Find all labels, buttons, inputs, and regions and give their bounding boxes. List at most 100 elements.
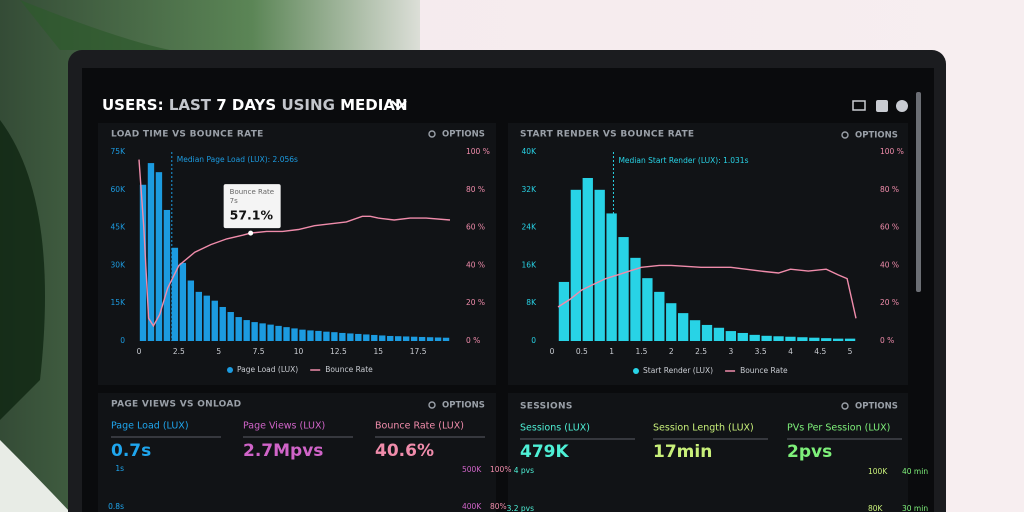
histogram-bar — [395, 336, 402, 341]
tooltip — [223, 184, 281, 229]
options-button[interactable]: OPTIONS — [442, 130, 485, 140]
histogram-bar — [618, 237, 629, 341]
options-icon[interactable] — [428, 130, 436, 138]
histogram-bar — [821, 338, 832, 341]
x-tick-label: 0 — [550, 347, 555, 356]
legend-label: Page Load (LUX) — [237, 365, 298, 374]
dropdown-chevron[interactable] — [391, 100, 407, 110]
histogram-bar — [339, 332, 346, 341]
histogram-bar — [307, 330, 314, 341]
y2-tick-label: 40 % — [880, 260, 899, 269]
histogram-bar — [725, 331, 737, 341]
header-part: 7 DAYS — [216, 96, 276, 114]
share-icon[interactable] — [876, 100, 888, 112]
x-tick-label: 12.5 — [330, 347, 347, 356]
metric-label: Page Load (LUX) — [111, 421, 189, 432]
histogram-bar — [243, 320, 250, 341]
axis-label: 1s — [115, 464, 124, 473]
legend-marker — [227, 367, 233, 373]
axis-label: 80% — [490, 502, 507, 511]
x-tick-label: 1.5 — [635, 347, 647, 356]
histogram-bar — [666, 303, 677, 341]
leaf — [0, 120, 45, 420]
panel-title: PAGE VIEWS VS ONLOAD — [111, 400, 241, 410]
x-tick-label: 0.5 — [576, 347, 588, 356]
metric-value: 479K — [520, 442, 569, 462]
histogram-bar — [283, 327, 290, 341]
y2-tick-label: 100 % — [880, 147, 904, 156]
leaf-light — [0, 440, 70, 512]
y2-tick-label: 60 % — [880, 223, 899, 232]
y2-tick-label: 80 % — [466, 185, 485, 194]
histogram-bar — [558, 281, 570, 341]
histogram-bar — [594, 189, 605, 341]
y-tick-label: 15K — [111, 298, 127, 307]
header-title: USERS: LAST 7 DAYS USING MEDIAN — [102, 96, 408, 114]
histogram-bar — [642, 278, 653, 341]
y-tick-label: 32K — [522, 185, 538, 194]
options-button[interactable]: OPTIONS — [855, 402, 898, 412]
metric-value: 2pvs — [787, 442, 832, 462]
histogram-bar — [355, 333, 362, 341]
histogram-bar — [155, 172, 163, 341]
legend-marker — [633, 368, 639, 374]
y-tick-label: 60K — [111, 185, 127, 194]
histogram-bar — [832, 338, 844, 341]
axis-label: 80K — [868, 504, 884, 512]
tooltip-subtitle: 7s — [230, 197, 238, 205]
options-icon[interactable] — [841, 402, 849, 410]
y2-tick-label: 0 % — [466, 336, 480, 345]
options-icon[interactable] — [428, 401, 436, 409]
histogram-bar — [402, 336, 410, 341]
options-button[interactable]: OPTIONS — [442, 401, 485, 411]
histogram-bar — [259, 323, 266, 341]
metric-value: 40.6% — [375, 441, 434, 461]
leaf — [20, 0, 170, 50]
histogram-bar — [797, 337, 808, 341]
y2-tick-label: 60 % — [466, 223, 485, 232]
histogram-bar — [570, 189, 582, 341]
axis-label: 4 pvs — [514, 466, 534, 475]
x-tick-label: 17.5 — [410, 347, 427, 356]
histogram-bar — [844, 338, 856, 341]
y-tick-label: 24K — [522, 223, 538, 232]
histogram-bar — [426, 337, 434, 341]
help-icon[interactable] — [896, 100, 908, 112]
x-tick-label: 5 — [216, 347, 221, 356]
y-tick-label: 0 — [531, 336, 536, 345]
histogram-bar — [347, 333, 354, 341]
x-tick-label: 2.5 — [695, 347, 707, 356]
monitor-icon[interactable] — [852, 100, 866, 111]
histogram-bar — [713, 327, 725, 341]
panel-title: LOAD TIME VS BOUNCE RATE — [111, 130, 264, 140]
metric-label: Bounce Rate (LUX) — [375, 421, 464, 432]
legend-label: Bounce Rate — [740, 366, 788, 375]
y-tick-label: 45K — [111, 223, 127, 232]
options-icon[interactable] — [841, 131, 849, 139]
histogram-bar — [701, 324, 713, 341]
x-tick-label: 2.5 — [173, 347, 185, 356]
panel-title: START RENDER VS BOUNCE RATE — [520, 130, 694, 140]
histogram-bar — [737, 332, 748, 341]
histogram-bar — [147, 163, 155, 341]
histogram-bar — [219, 306, 226, 341]
histogram-bar — [434, 337, 442, 341]
histogram-bar — [654, 291, 665, 341]
legend-label: Bounce Rate — [325, 365, 373, 374]
y-tick-label: 0 — [120, 336, 125, 345]
x-tick-label: 2 — [669, 347, 674, 356]
histogram-bar — [187, 280, 195, 341]
x-tick-label: 10 — [294, 347, 304, 356]
histogram-bar — [267, 324, 274, 341]
y-tick-label: 30K — [111, 260, 127, 269]
histogram-bar — [442, 337, 450, 341]
histogram-bar — [139, 184, 147, 341]
tooltip-point — [248, 230, 254, 236]
histogram-bar — [315, 330, 322, 341]
panel — [98, 393, 496, 512]
y-tick-label: 16K — [522, 260, 538, 269]
options-button[interactable]: OPTIONS — [855, 131, 898, 141]
histogram-bar — [275, 325, 282, 341]
x-tick-label: 1 — [609, 347, 614, 356]
bounce-rate-line — [557, 264, 857, 319]
